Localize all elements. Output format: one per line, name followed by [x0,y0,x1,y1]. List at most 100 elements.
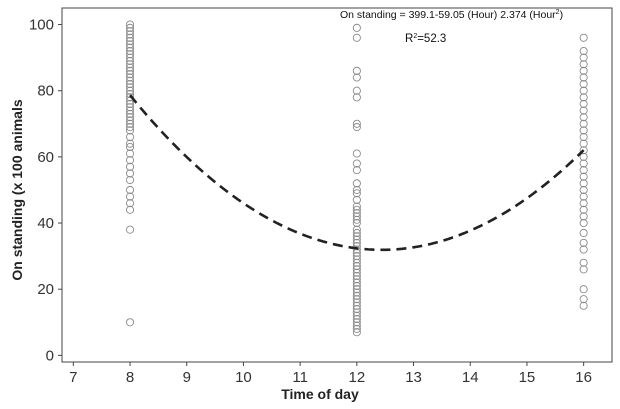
data-point [579,199,588,208]
r2-superscript: 2 [413,33,417,40]
data-point [352,252,361,261]
equation-annotation: On standing = 399.1-59.05 (Hour) 2.374 (… [340,9,563,21]
data-point [352,228,361,238]
data-point [579,146,588,155]
data-point [352,166,361,175]
data-point [352,123,361,132]
data-point [125,43,135,52]
data-point [579,132,588,142]
data-point [579,265,588,274]
data-point [352,308,361,317]
data-point [352,295,361,304]
x-tick-label: 9 [183,369,191,386]
data-point [125,86,135,95]
data-point [125,192,135,201]
data-point [125,126,135,135]
data-point [125,149,135,158]
data-point [579,295,588,304]
plot-area [61,7,613,363]
equation-suffix: ) [560,9,564,21]
r2-suffix: =52.3 [417,33,446,45]
data-point [352,291,361,300]
data-point [125,76,135,85]
y-tick-label: 80 [37,83,54,100]
data-point [125,66,135,75]
data-point [125,123,135,132]
data-point [352,185,361,195]
points-layer [125,20,588,337]
x-tick-label: 7 [69,369,77,386]
data-point [352,86,361,95]
data-point [125,89,135,99]
data-point [579,172,588,181]
data-point [352,195,361,204]
data-point [579,53,588,62]
data-point [579,86,588,95]
data-point [352,258,361,267]
data-point [125,142,135,152]
fit-line [129,94,585,252]
data-point [125,20,135,29]
data-point [125,113,135,122]
data-point [352,285,361,294]
data-point [352,159,361,168]
y-tick-label: 100 [29,17,54,34]
data-point [352,314,361,324]
data-point [352,235,361,244]
data-point [125,27,135,36]
data-point [352,119,361,128]
data-point [352,225,361,234]
y-axis-ticks: 0 20 40 60 80 100 [29,17,62,364]
x-axis-title: Time of day [281,386,359,402]
data-point [125,50,135,59]
data-point [579,285,588,294]
data-point [352,305,361,314]
data-point [352,66,361,75]
data-point [125,156,135,165]
plot-frame [61,7,613,363]
data-point [125,60,135,69]
data-point [579,301,588,310]
data-point [125,103,135,112]
data-point [125,139,135,148]
data-point [579,106,588,115]
data-point [352,23,361,32]
data-point [579,60,588,69]
x-tick-label: 14 [462,369,479,386]
data-point [125,116,135,125]
data-point [352,238,361,247]
data-point [352,265,361,274]
data-point [352,321,361,330]
data-point [579,126,588,135]
data-point [352,271,361,281]
data-point [352,73,361,82]
data-point [125,23,135,32]
data-point [579,258,588,267]
data-point [125,30,135,39]
data-point [579,113,588,122]
data-point [352,245,361,254]
data-point [579,185,588,195]
y-tick-label: 40 [37,215,54,232]
x-tick-label: 13 [405,369,422,386]
data-point [352,324,361,333]
y-tick-label: 60 [37,149,54,166]
r-squared-annotation: R2=52.3 [405,33,446,45]
data-point [352,202,361,211]
data-point [352,268,361,277]
data-point [125,53,135,62]
data-point [352,149,361,158]
data-point [352,218,361,228]
data-point [579,119,588,128]
data-point [352,212,361,221]
data-point [352,179,361,188]
data-point [352,278,361,287]
data-point [352,33,361,42]
data-point [125,73,135,82]
x-tick-label: 11 [292,369,308,386]
data-point [579,80,588,89]
data-point [579,212,588,221]
data-point [125,318,135,327]
data-point [352,328,361,337]
